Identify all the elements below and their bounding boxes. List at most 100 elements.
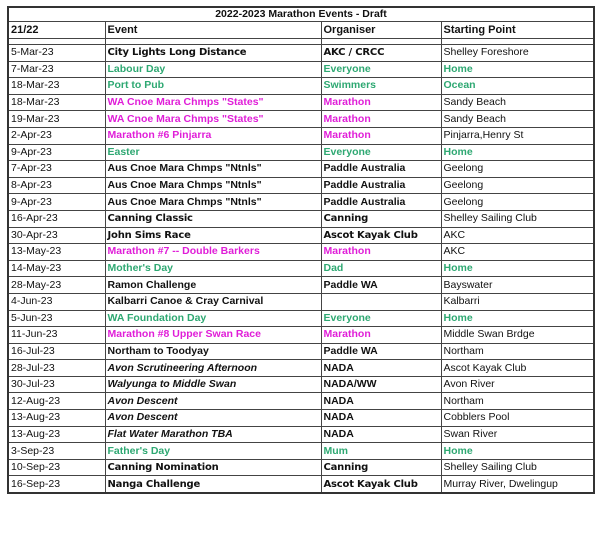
event-cell: Nanga Challenge xyxy=(104,475,322,494)
date-cell: 5-Mar-23 xyxy=(7,44,106,62)
event-cell: Aus Cnoe Mara Chmps "Ntnls" xyxy=(104,193,322,211)
date-cell: 18-Mar-23 xyxy=(7,93,106,112)
date-cell: 28-Jul-23 xyxy=(7,359,106,377)
date-cell: 11-Jun-23 xyxy=(7,326,106,344)
starting-point-cell: Shelley Foreshore xyxy=(440,44,595,62)
table-title: 2022-2023 Marathon Events - Draft xyxy=(7,6,595,22)
starting-point-cell: Kalbarri xyxy=(440,292,595,311)
organiser-cell: Marathon xyxy=(320,126,442,145)
starting-point-cell: Geelong xyxy=(440,193,595,211)
organiser-cell: Marathon xyxy=(320,93,442,112)
event-cell: Canning Nomination xyxy=(104,458,322,477)
organiser-cell: Everyone xyxy=(320,143,442,162)
event-cell: Aus Cnoe Mara Chmps "Ntnls" xyxy=(104,160,322,178)
event-cell: Father's Day xyxy=(104,442,322,460)
table-row: 7-Mar-23 Labour Day Everyone Home xyxy=(7,60,595,79)
date-cell: 13-Aug-23 xyxy=(7,425,106,444)
starting-point-cell: Pinjarra,Henry St xyxy=(440,126,595,145)
starting-point-cell: Home xyxy=(440,259,595,278)
organiser-cell: NADA/WW xyxy=(320,375,442,394)
table-row: 5-Jun-23 WA Foundation Day Everyone Home xyxy=(7,309,595,328)
event-cell: Ramon Challenge xyxy=(104,276,322,294)
event-cell: Easter xyxy=(104,143,322,162)
date-cell: 14-May-23 xyxy=(7,259,106,278)
starting-point-cell: Cobblers Pool xyxy=(440,409,595,427)
date-cell: 16-Apr-23 xyxy=(7,209,106,228)
date-cell: 13-Aug-23 xyxy=(7,409,106,427)
organiser-cell: Paddle Australia xyxy=(320,160,442,178)
table-row: 4-Jun-23 Kalbarri Canoe & Cray Carnival Ka… xyxy=(7,292,595,311)
table-row: 16-Sep-23 Nanga Challenge Ascot Kayak Club… xyxy=(7,475,595,494)
table-row: 18-Mar-23 WA Cnoe Mara Chmps "States" Mara… xyxy=(7,93,595,112)
event-cell: WA Cnoe Mara Chmps "States" xyxy=(104,110,322,128)
organiser-cell: Marathon xyxy=(320,110,442,128)
starting-point-cell: Ocean xyxy=(440,77,595,95)
table-row: 14-May-23 Mother's Day Dad Home xyxy=(7,259,595,278)
organiser-cell: Paddle Australia xyxy=(320,176,442,195)
starting-point-cell: Home xyxy=(440,60,595,79)
date-cell: 9-Apr-23 xyxy=(7,143,106,162)
table-row: 13-Aug-23 Avon Descent NADA Cobblers Pool xyxy=(7,409,595,427)
date-cell: 13-May-23 xyxy=(7,243,106,261)
starting-point-cell: Sandy Beach xyxy=(440,93,595,112)
table-row: 16-Jul-23 Northam to Toodyay Paddle WA Nort… xyxy=(7,342,595,361)
date-cell: 16-Sep-23 xyxy=(7,475,106,494)
starting-point-cell: Home xyxy=(440,309,595,328)
starting-point-cell: AKC xyxy=(440,226,595,245)
spacer-cell xyxy=(440,38,595,45)
event-cell: Northam to Toodyay xyxy=(104,342,322,361)
organiser-cell: Paddle Australia xyxy=(320,193,442,211)
event-cell: John Sims Race xyxy=(104,226,322,245)
organiser-cell: Paddle WA xyxy=(320,342,442,361)
organiser-cell: Everyone xyxy=(320,60,442,79)
date-cell: 28-May-23 xyxy=(7,276,106,294)
event-cell: Marathon #7 -- Double Barkers xyxy=(104,243,322,261)
date-cell: 3-Sep-23 xyxy=(7,442,106,460)
starting-point-cell: Murray River, Dwelingup xyxy=(440,475,595,494)
date-cell: 30-Jul-23 xyxy=(7,375,106,394)
table-row: 16-Apr-23 Canning Classic Canning Shelley S… xyxy=(7,209,595,228)
organiser-cell: Paddle WA xyxy=(320,276,442,294)
organiser-cell: Marathon xyxy=(320,243,442,261)
event-cell: Marathon #8 Upper Swan Race xyxy=(104,326,322,344)
event-cell: Mother's Day xyxy=(104,259,322,278)
event-cell: Walyunga to Middle Swan xyxy=(104,375,322,394)
table-row: 30-Jul-23 Walyunga to Middle Swan NADA/WW A… xyxy=(7,375,595,394)
table-row: 9-Apr-23 Easter Everyone Home xyxy=(7,143,595,162)
date-cell: 2-Apr-23 xyxy=(7,126,106,145)
event-cell: Avon Descent xyxy=(104,409,322,427)
organiser-cell xyxy=(320,292,442,311)
date-cell: 19-Mar-23 xyxy=(7,110,106,128)
starting-point-cell: Shelley Sailing Club xyxy=(440,209,595,228)
organiser-cell: Canning xyxy=(320,209,442,228)
table-row: 8-Apr-23 Aus Cnoe Mara Chmps "Ntnls" Paddl… xyxy=(7,176,595,195)
organiser-cell: NADA xyxy=(320,392,442,411)
header-organiser: Organiser xyxy=(320,21,442,39)
table-row: 2-Apr-23 Marathon #6 Pinjarra Marathon Pinj… xyxy=(7,126,595,145)
organiser-cell: NADA xyxy=(320,359,442,377)
organiser-cell: Mum xyxy=(320,442,442,460)
starting-point-cell: Northam xyxy=(440,392,595,411)
event-cell: Aus Cnoe Mara Chmps "Ntnls" xyxy=(104,176,322,195)
date-cell: 5-Jun-23 xyxy=(7,309,106,328)
event-cell: Avon Scrutineering Afternoon xyxy=(104,359,322,377)
organiser-cell: NADA xyxy=(320,409,442,427)
table-row: 11-Jun-23 Marathon #8 Upper Swan Race Mara… xyxy=(7,326,595,344)
table-row: 9-Apr-23 Aus Cnoe Mara Chmps "Ntnls" Paddl… xyxy=(7,193,595,211)
starting-point-cell: AKC xyxy=(440,243,595,261)
table-row: 7-Apr-23 Aus Cnoe Mara Chmps "Ntnls" Paddl… xyxy=(7,160,595,178)
event-cell: Port to Pub xyxy=(104,77,322,95)
date-cell: 16-Jul-23 xyxy=(7,342,106,361)
table-row: 28-May-23 Ramon Challenge Paddle WA Bayswat… xyxy=(7,276,595,294)
date-cell: 10-Sep-23 xyxy=(7,458,106,477)
table-row: 13-May-23 Marathon #7 -- Double Barkers Ma… xyxy=(7,243,595,261)
date-cell: 30-Apr-23 xyxy=(7,226,106,245)
starting-point-cell: Home xyxy=(440,442,595,460)
event-cell: Labour Day xyxy=(104,60,322,79)
table-row: 30-Apr-23 John Sims Race Ascot Kayak Club A… xyxy=(7,226,595,245)
event-cell: Avon Descent xyxy=(104,392,322,411)
organiser-cell: Everyone xyxy=(320,309,442,328)
organiser-cell: Marathon xyxy=(320,326,442,344)
table-row: 18-Mar-23 Port to Pub Swimmers Ocean xyxy=(7,77,595,95)
event-cell: Canning Classic xyxy=(104,209,322,228)
